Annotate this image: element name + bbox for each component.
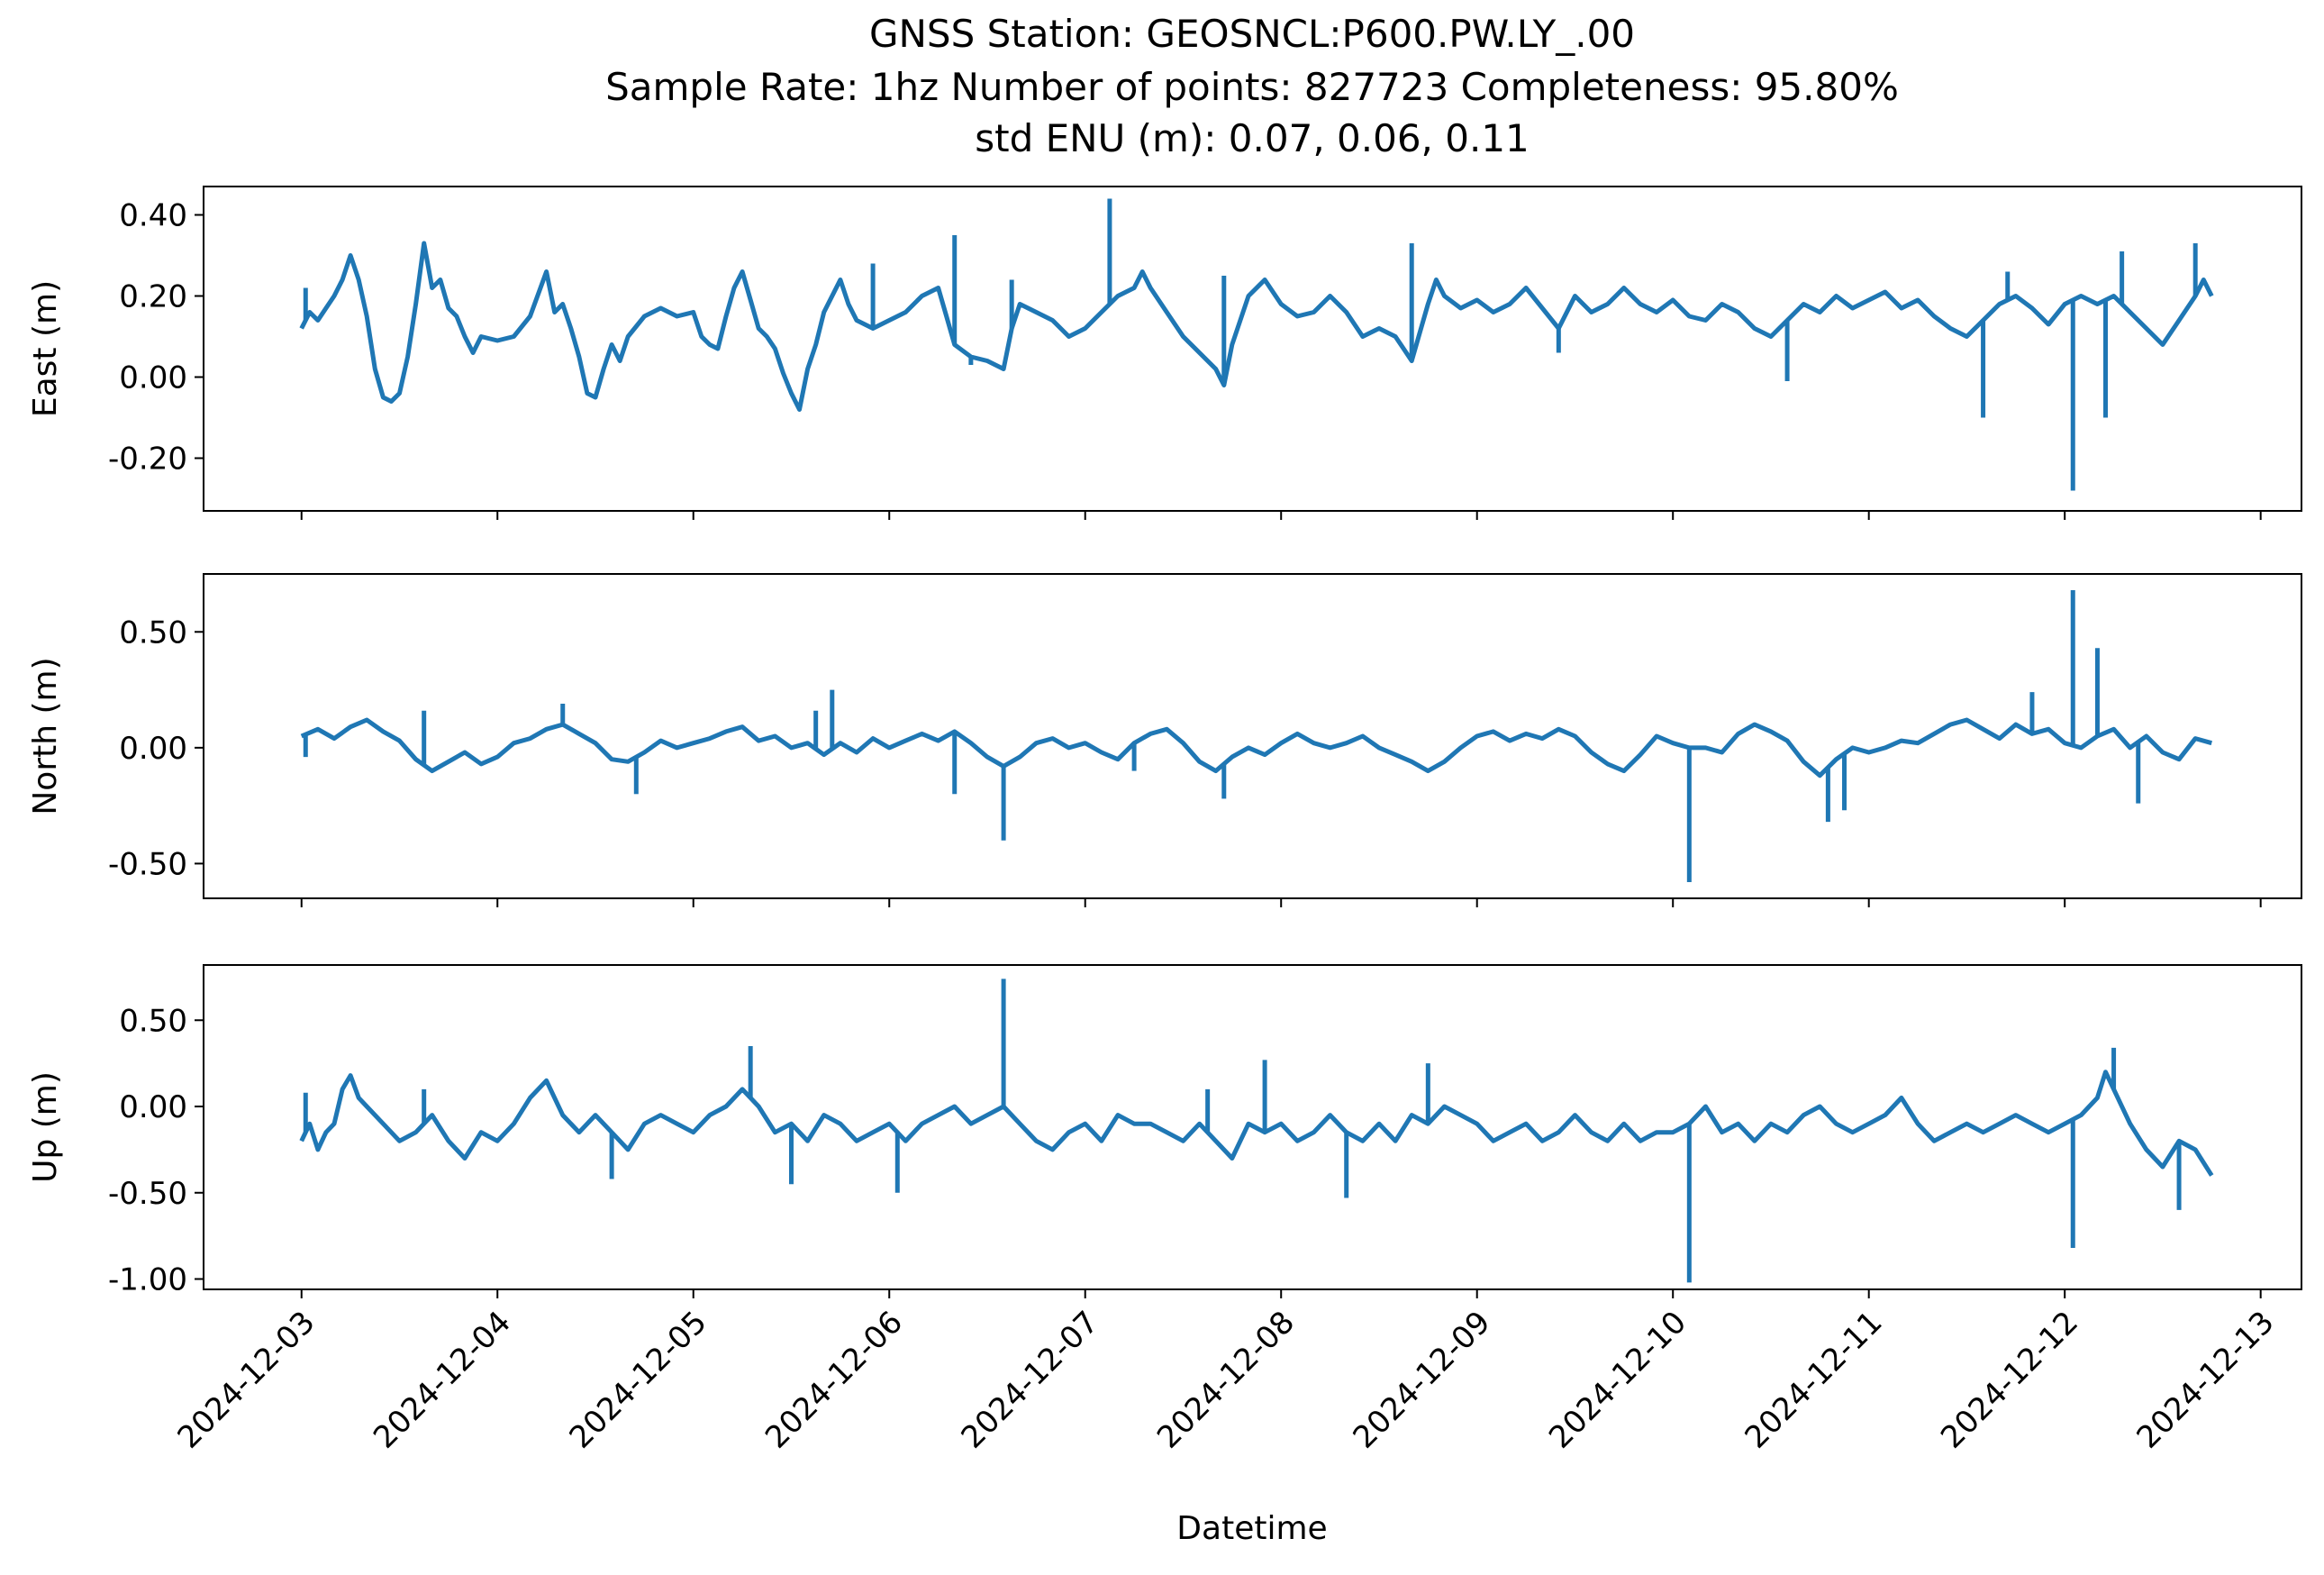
y-axis-label: East (m): [27, 280, 64, 417]
y-tick-label: 0.00: [119, 360, 187, 396]
y-tick-label: -1.00: [108, 1262, 187, 1298]
chart-panels: 0.40 0.20 0.00 -0.20 East (m) 0.50 0.00 -0.50 No…: [27, 186, 2302, 1298]
series-line: [300, 717, 2212, 778]
y-tick-label: -0.20: [108, 442, 187, 478]
y-tick-label: -0.50: [108, 846, 187, 882]
y-tick-label: -0.50: [108, 1176, 187, 1212]
chart-title-line-2: Sample Rate: 1hz Number of points: 82772…: [605, 65, 1899, 109]
y-tick-label: 0.50: [119, 1003, 187, 1039]
panel-up: 0.50 0.00 -0.50 -1.00 Up (m): [27, 964, 2302, 1298]
series-line: [299, 1070, 2214, 1177]
plot-frame: [203, 573, 2302, 899]
panel-east: 0.40 0.20 0.00 -0.20 East (m): [27, 186, 2302, 520]
y-axis-label: North (m): [27, 657, 64, 815]
y-tick-label: 0.40: [119, 198, 187, 234]
panel-north: 0.50 0.00 -0.50 North (m): [27, 573, 2302, 907]
plot-frame: [203, 186, 2302, 512]
y-tick-label: 0.50: [119, 615, 187, 651]
chart-title-line-1: GNSS Station: GEOSNCL:P600.PW.LY_.00: [869, 12, 1635, 56]
chart-title-line-3: std ENU (m): 0.07, 0.06, 0.11: [975, 116, 1530, 160]
plot-frame: [203, 964, 2302, 1290]
y-tick-label: 0.00: [119, 731, 187, 767]
y-tick-label: 0.00: [119, 1089, 187, 1125]
y-tick-label: 0.20: [119, 279, 187, 315]
y-axis-label: Up (m): [27, 1071, 64, 1183]
series-line: [299, 241, 2214, 412]
x-axis-label: Datetime: [1176, 1510, 1327, 1547]
chart-title: GNSS Station: GEOSNCL:P600.PW.LY_.00 Samp…: [605, 12, 1899, 160]
